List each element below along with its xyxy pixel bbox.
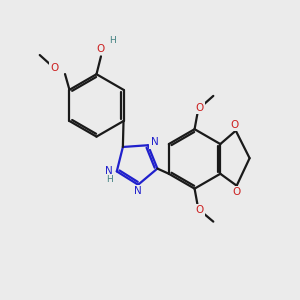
- Text: N: N: [106, 167, 113, 176]
- Text: N: N: [134, 186, 142, 196]
- Text: O: O: [196, 205, 204, 215]
- Text: H: H: [106, 175, 113, 184]
- Text: O: O: [232, 187, 241, 197]
- Text: N: N: [151, 137, 158, 147]
- Text: O: O: [196, 103, 204, 113]
- Text: O: O: [50, 63, 59, 74]
- Text: H: H: [109, 36, 116, 45]
- Text: O: O: [97, 44, 105, 54]
- Text: O: O: [230, 120, 238, 130]
